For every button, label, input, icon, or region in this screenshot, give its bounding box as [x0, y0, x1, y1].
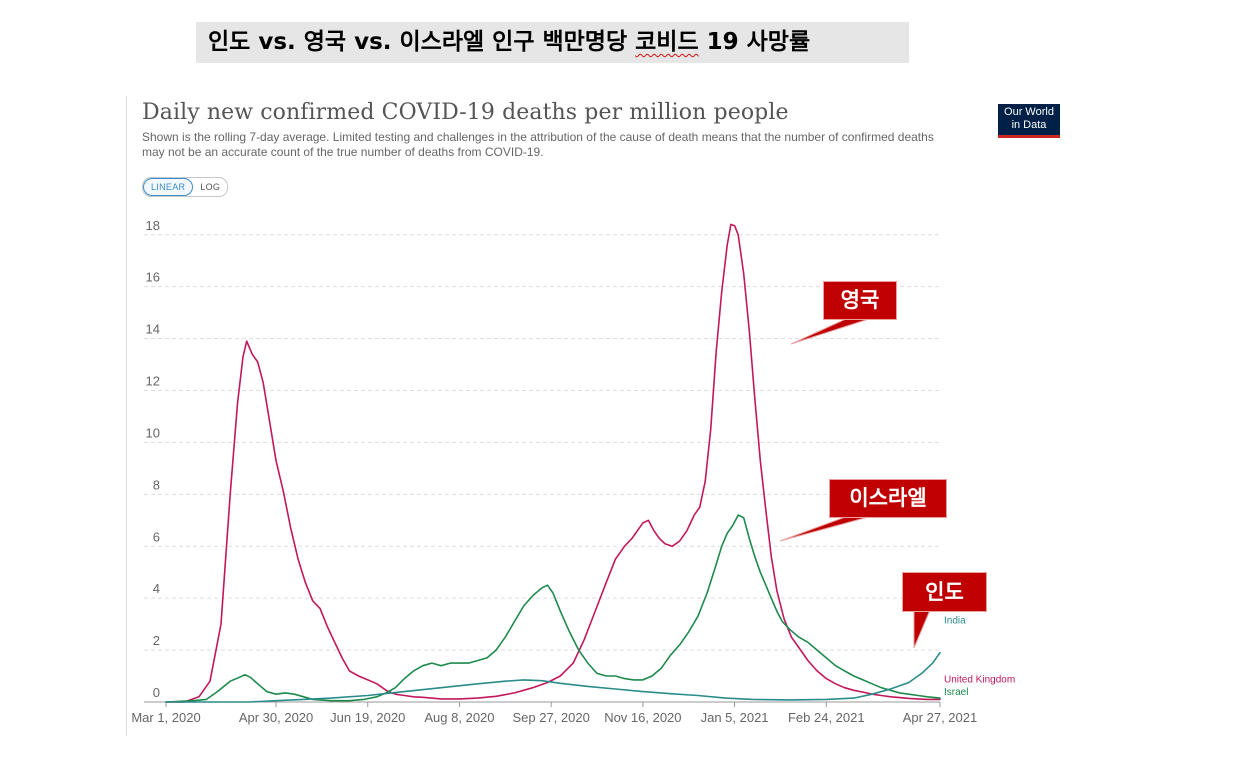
- slide-title-underlined-word: 코비드: [635, 29, 699, 55]
- x-tick-label: Nov 16, 2020: [604, 710, 681, 725]
- slide-title: 인도 vs. 영국 vs. 이스라엘 인구 백만명당 코비드 19 사망률: [196, 22, 909, 63]
- y-tick-label: 14: [146, 322, 160, 337]
- slide-title-suffix: 19 사망률: [698, 29, 811, 55]
- scale-toggle: LINEAR LOG: [142, 177, 229, 197]
- log-scale-button[interactable]: LOG: [200, 182, 221, 192]
- grid-layer: 0 2 4 6 8 10 12 14 16 18: [144, 218, 940, 703]
- series-label-uk: United Kingdom: [944, 674, 1015, 685]
- series-layer: [165, 223, 941, 703]
- x-tick-label: Jan 5, 2021: [701, 710, 769, 725]
- callout-india-pointer: [913, 609, 931, 649]
- owid-logo[interactable]: Our World in Data: [998, 104, 1060, 138]
- x-tick-label: Sep 27, 2020: [512, 710, 589, 725]
- callout-israel-pointer: [779, 515, 873, 542]
- series-label-layer: India United Kingdom Israel: [944, 616, 1015, 698]
- y-tick-label: 4: [153, 581, 160, 596]
- chart-title: Daily new confirmed COVID-19 deaths per …: [142, 100, 789, 125]
- owid-logo-line2: in Data: [1011, 119, 1047, 131]
- linear-scale-button[interactable]: LINEAR: [143, 178, 194, 196]
- x-tick-label: Aug 8, 2020: [424, 710, 494, 725]
- y-tick-label: 18: [146, 218, 160, 233]
- x-axis: Mar 1, 2020 Apr 30, 2020 Jun 19, 2020 Aug 8…: [131, 702, 977, 725]
- series-line-india: [165, 651, 941, 703]
- panel-left-rule: [126, 96, 127, 736]
- y-tick-label: 12: [146, 374, 160, 389]
- owid-logo-line1: Our World: [1004, 106, 1054, 118]
- series-label-india: India: [944, 616, 966, 627]
- series-line-united-kingdom: [165, 223, 941, 703]
- x-tick-label: Apr 27, 2021: [903, 710, 977, 725]
- y-tick-label: 10: [146, 425, 160, 440]
- callout-israel: 이스라엘: [829, 479, 947, 518]
- series-line-israel: [165, 514, 941, 703]
- slide-title-prefix: 인도 vs. 영국 vs. 이스라엘 인구 백만명당: [208, 29, 636, 55]
- chart-subtitle: Shown is the rolling 7-day average. Limi…: [142, 130, 934, 159]
- callout-pointer-layer: [779, 317, 931, 649]
- x-tick-label: Mar 1, 2020: [131, 710, 200, 725]
- callout-india: 인도: [902, 572, 987, 612]
- y-tick-label: 2: [153, 633, 160, 648]
- y-tick-label: 0: [153, 685, 160, 700]
- x-tick-label: Feb 24, 2021: [788, 710, 865, 725]
- y-tick-label: 6: [153, 529, 160, 544]
- y-tick-label: 8: [153, 477, 160, 492]
- callout-uk-pointer: [790, 317, 873, 345]
- x-tick-label: Apr 30, 2020: [239, 710, 313, 725]
- series-label-israel: Israel: [944, 687, 968, 698]
- y-tick-label: 16: [146, 270, 160, 285]
- x-tick-label: Jun 19, 2020: [330, 710, 405, 725]
- callout-uk: 영국: [823, 281, 897, 320]
